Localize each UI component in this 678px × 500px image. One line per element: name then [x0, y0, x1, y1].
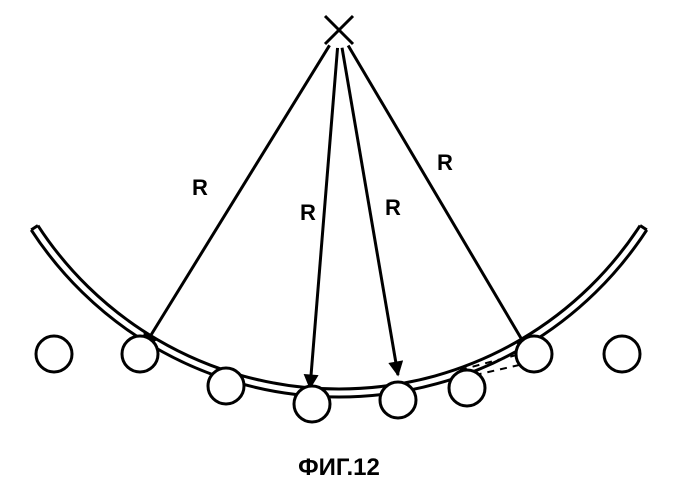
figure-caption: ФИГ.12 — [298, 454, 380, 482]
diagram-container: R R R R ФИГ.12 — [0, 0, 678, 500]
geometry-diagram: R R R R — [0, 0, 678, 500]
svg-text:R: R — [300, 200, 316, 225]
svg-text:R: R — [385, 195, 401, 220]
svg-text:R: R — [437, 150, 453, 175]
svg-text:R: R — [192, 175, 208, 200]
